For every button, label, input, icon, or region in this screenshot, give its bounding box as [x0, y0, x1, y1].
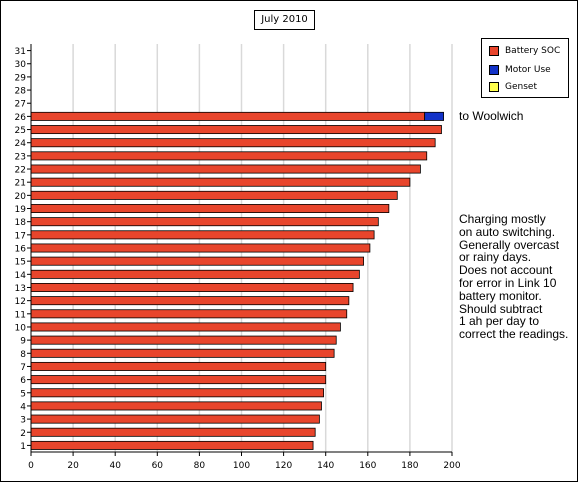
- annotation-line: Charging mostly: [459, 212, 546, 226]
- x-tick-label: 60: [152, 461, 164, 471]
- annotation-line: 1 ah per day to: [459, 314, 540, 329]
- y-tick-label: 4: [20, 402, 26, 412]
- chart-legend: Battery SOC Motor Use Genset: [481, 38, 569, 98]
- legend-swatch-battery-soc: [489, 46, 499, 56]
- x-tick-label: 160: [359, 461, 376, 471]
- x-tick-label: 180: [401, 461, 418, 471]
- annotation-line: correct the readings.: [459, 327, 569, 342]
- bar-battery-soc-day-8: [30, 348, 335, 358]
- bar-battery-soc-day-10: [30, 322, 341, 332]
- annotation-line: on auto switching.: [459, 224, 556, 239]
- annotation-charging-note: Charging mostly on auto switching. Gener…: [459, 213, 568, 341]
- y-tick-label: 11: [15, 310, 26, 320]
- bar-battery-soc-day-24: [30, 138, 436, 148]
- y-tick-label: 23: [15, 152, 26, 162]
- legend-label: Battery SOC: [505, 46, 561, 56]
- y-tick-label: 22: [15, 166, 26, 176]
- bar-battery-soc-day-2: [30, 427, 316, 437]
- bar-battery-soc-day-21: [30, 177, 411, 187]
- bar-battery-soc-day-19: [30, 204, 390, 213]
- x-tick-label: 0: [28, 461, 34, 471]
- bar-battery-soc-day-15: [30, 256, 364, 266]
- x-tick-label: 40: [109, 461, 121, 471]
- y-tick-label: 18: [15, 218, 27, 228]
- legend-label: Motor Use: [505, 65, 551, 75]
- y-tick-label: 30: [15, 60, 27, 70]
- y-tick-label: 20: [15, 192, 27, 202]
- y-tick-label: 28: [15, 87, 27, 97]
- y-tick-label: 24: [15, 139, 27, 149]
- y-tick-label: 31: [15, 47, 26, 57]
- y-tick-label: 12: [15, 297, 26, 307]
- y-tick-label: 5: [20, 389, 26, 399]
- y-tick-label: 14: [15, 271, 27, 281]
- bar-motor-use-day-26: [424, 111, 444, 121]
- annotation-line: or rainy days.: [459, 250, 532, 265]
- y-tick-label: 13: [15, 284, 26, 294]
- y-tick-label: 10: [15, 323, 27, 333]
- y-tick-label: 25: [15, 126, 26, 136]
- bar-battery-soc-day-18: [30, 217, 379, 227]
- annotation-line: Does not account: [459, 263, 553, 278]
- y-tick-label: 21: [15, 179, 26, 189]
- bar-battery-soc-day-20: [30, 190, 398, 200]
- bar-battery-soc-day-13: [30, 283, 354, 292]
- y-tick-label: 17: [15, 231, 26, 241]
- y-tick-label: 16: [15, 245, 27, 255]
- y-tick-label: 8: [20, 350, 26, 360]
- bar-battery-soc-day-16: [30, 243, 371, 253]
- x-tick-label: 20: [67, 461, 79, 471]
- bar-battery-soc-day-9: [30, 335, 337, 345]
- bar-battery-soc-day-25: [30, 125, 442, 135]
- y-tick-label: 9: [20, 337, 26, 347]
- x-tick-label: 200: [443, 461, 460, 471]
- y-tick-label: 29: [15, 73, 27, 83]
- legend-swatch-genset: [489, 82, 499, 92]
- y-tick-label: 19: [15, 205, 27, 215]
- bar-battery-soc-day-12: [30, 296, 350, 306]
- legend-swatch-motor-use: [489, 65, 499, 75]
- bar-battery-soc-day-14: [30, 269, 360, 279]
- annotation-line: to Woolwich: [459, 109, 524, 123]
- bar-battery-soc-day-7: [30, 361, 327, 371]
- bar-battery-soc-day-5: [30, 388, 324, 398]
- bar-battery-soc-day-17: [30, 230, 375, 240]
- x-tick-label: 140: [317, 461, 334, 471]
- bar-battery-soc-day-3: [30, 414, 320, 424]
- annotation-line: for error in Link 10: [459, 275, 557, 290]
- y-tick-label: 7: [20, 363, 26, 373]
- bar-battery-soc-day-1: [30, 440, 314, 450]
- annotation-line: Should subtract: [459, 301, 543, 316]
- y-tick-label: 26: [15, 113, 27, 123]
- bar-battery-soc-day-23: [30, 151, 428, 161]
- bar-battery-soc-day-26: [30, 111, 426, 121]
- x-tick-label: 100: [233, 461, 250, 471]
- legend-label: Genset: [505, 82, 537, 92]
- y-tick-label: 1: [20, 442, 26, 452]
- x-tick-label: 120: [275, 461, 292, 471]
- y-tick-label: 2: [20, 429, 26, 439]
- chart-title: July 2010: [254, 10, 315, 30]
- annotation-line: Generally overcast: [459, 237, 560, 252]
- y-tick-label: 6: [20, 376, 26, 386]
- y-tick-label: 3: [20, 416, 26, 426]
- annotation-woolwich: to Woolwich: [459, 110, 523, 123]
- bar-battery-soc-day-22: [30, 164, 421, 174]
- x-tick-label: 80: [194, 461, 206, 471]
- bar-battery-soc-day-4: [30, 401, 322, 411]
- bar-battery-soc-day-6: [30, 375, 327, 385]
- y-tick-label: 15: [15, 258, 26, 268]
- bar-battery-soc-day-11: [30, 309, 348, 319]
- y-tick-label: 27: [15, 100, 26, 110]
- annotation-line: battery monitor.: [459, 288, 542, 303]
